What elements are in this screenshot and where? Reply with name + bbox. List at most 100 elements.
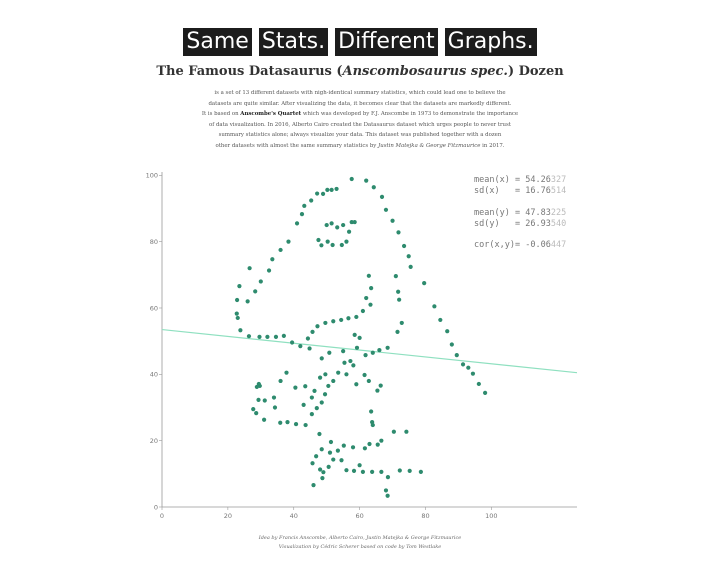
data-point <box>316 237 321 243</box>
stat-value-varying: 540 <box>551 219 566 229</box>
stat-label: mean(x) <box>474 175 510 185</box>
data-point <box>278 420 283 425</box>
data-point <box>367 441 372 447</box>
data-point <box>245 299 250 304</box>
data-point <box>396 230 401 235</box>
stat-value-varying: 514 <box>551 186 566 196</box>
data-point <box>281 333 286 338</box>
data-point <box>317 431 322 437</box>
x-tick-label: 100 <box>485 512 497 520</box>
data-point <box>262 398 267 403</box>
data-point <box>352 219 357 225</box>
data-point <box>247 266 252 271</box>
stat-value-varying: 327 <box>551 175 566 185</box>
data-point <box>364 178 369 183</box>
data-point <box>350 445 356 450</box>
stat-value-varying: 447 <box>551 240 566 250</box>
data-point <box>309 395 314 400</box>
data-point <box>396 289 401 294</box>
stat-value-fixed: = 16.76 <box>515 186 551 196</box>
data-point <box>432 304 437 309</box>
data-point <box>310 461 315 466</box>
data-point <box>383 488 389 493</box>
data-point <box>331 319 336 324</box>
data-point <box>375 442 380 447</box>
data-point <box>354 314 359 320</box>
data-point <box>378 383 383 388</box>
data-point <box>278 378 283 384</box>
data-point <box>341 222 346 228</box>
points-layer <box>234 176 488 498</box>
data-point <box>315 324 320 329</box>
data-point <box>336 370 341 375</box>
data-point <box>483 390 488 396</box>
data-point <box>323 320 328 326</box>
stat-row: mean(y) = 47.83225 <box>474 208 566 218</box>
stat-value-fixed: = -0.06 <box>515 240 551 250</box>
data-point <box>449 342 454 347</box>
data-point <box>303 384 308 389</box>
data-point <box>309 412 314 417</box>
stat-row: mean(x) = 54.26327 <box>474 175 566 185</box>
data-point <box>346 316 351 321</box>
data-point <box>302 203 307 208</box>
y-tick-label: 100 <box>146 172 158 180</box>
x-tick-label: 20 <box>224 512 232 520</box>
data-point <box>238 328 243 333</box>
data-point <box>265 334 270 339</box>
data-point <box>351 363 356 368</box>
data-point <box>366 378 371 384</box>
intro-line: summary statistics alone; always visuali… <box>218 132 502 138</box>
data-point <box>310 329 315 334</box>
intro-line: datasets are quite similar. After visual… <box>208 100 512 107</box>
data-point <box>322 392 328 397</box>
data-point <box>330 242 335 248</box>
credits-line: Idea by Francis Anscombe, Alberto Cairo,… <box>0 534 720 543</box>
data-point <box>237 283 242 289</box>
data-point <box>341 443 346 448</box>
y-tick-label: 60 <box>150 304 158 312</box>
data-point <box>349 176 354 182</box>
data-point <box>460 362 466 367</box>
data-point <box>404 429 409 434</box>
subtitle-end: ) Dozen <box>507 64 564 79</box>
data-point <box>289 340 295 345</box>
data-point <box>397 468 402 473</box>
data-point <box>278 247 283 253</box>
anscombe-quartet-bold: Anscombe's Quartet <box>240 111 302 117</box>
data-point <box>315 191 320 196</box>
data-point <box>331 378 336 384</box>
data-point <box>369 409 374 414</box>
data-point <box>299 212 305 217</box>
data-point <box>270 257 275 262</box>
data-point <box>324 222 329 228</box>
data-point <box>307 346 312 351</box>
intro-authors: Justin Matejka & George Fitzmaurice <box>378 142 481 149</box>
data-point <box>254 411 259 416</box>
data-point <box>314 406 319 411</box>
data-point <box>399 320 404 326</box>
data-point <box>286 239 291 244</box>
data-point <box>262 417 267 422</box>
data-point <box>418 469 423 474</box>
data-point <box>352 332 357 337</box>
data-point <box>251 407 256 412</box>
data-point <box>317 375 323 380</box>
data-point <box>312 388 317 394</box>
data-point <box>379 469 384 474</box>
data-point <box>305 336 311 341</box>
stat-row: sd(y) = 26.93540 <box>474 219 566 229</box>
data-point <box>339 458 344 463</box>
data-point <box>379 194 385 199</box>
intro-fragment: other datasets with almost the same summ… <box>215 142 379 149</box>
data-point <box>408 264 413 269</box>
stat-label: sd(y) <box>474 219 500 229</box>
title-word: Different <box>335 28 438 56</box>
data-point <box>272 405 278 410</box>
data-point <box>383 207 389 212</box>
data-point <box>317 467 323 472</box>
data-point <box>320 191 326 196</box>
data-point <box>363 352 368 358</box>
data-point <box>391 429 396 434</box>
